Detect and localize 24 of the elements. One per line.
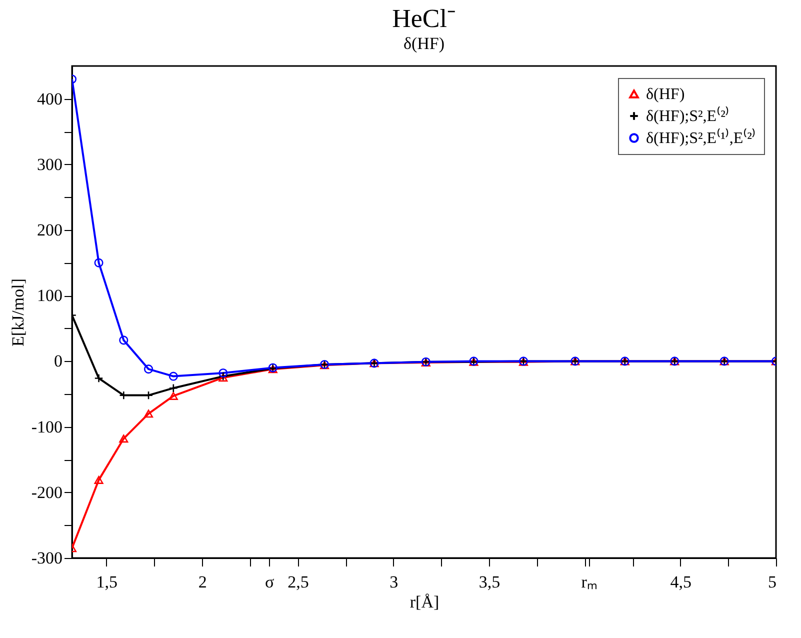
chart-subtitle: δ(HF) bbox=[403, 34, 445, 53]
y-tick-label: -200 bbox=[31, 482, 62, 502]
x-tick-label: σ bbox=[264, 572, 274, 592]
y-tick-label: 200 bbox=[37, 220, 62, 240]
y-tick-label: 100 bbox=[37, 286, 62, 306]
legend-label: δ(HF);S²,E⁽¹⁾,E⁽²⁾ bbox=[646, 128, 756, 147]
x-tick-label: 2 bbox=[198, 572, 207, 592]
x-tick-label: 2,5 bbox=[288, 572, 309, 592]
chart-title: HeCl⁻ bbox=[392, 4, 456, 33]
x-tick-label: 5 bbox=[768, 572, 776, 592]
y-tick-label: 0 bbox=[54, 352, 62, 371]
y-tick-label: 300 bbox=[37, 154, 62, 174]
y-tick-label: 400 bbox=[37, 89, 62, 108]
x-tick-label: 1,5 bbox=[96, 572, 118, 592]
x-tick-label: 3,5 bbox=[478, 572, 500, 592]
y-tick-label: -100 bbox=[31, 417, 62, 436]
legend-label: δ(HF);S²,E⁽²⁾ bbox=[646, 106, 730, 125]
y-tick-label: -300 bbox=[31, 548, 62, 568]
legend-label: δ(HF) bbox=[646, 86, 685, 103]
x-tick-label: 4,5 bbox=[670, 572, 692, 592]
y-axis-title: E[kJ/mol] bbox=[8, 278, 28, 346]
x-axis-title: r[Å] bbox=[410, 592, 440, 612]
x-tick-label: rₘ bbox=[581, 572, 597, 592]
x-tick-label: 3 bbox=[390, 572, 398, 592]
